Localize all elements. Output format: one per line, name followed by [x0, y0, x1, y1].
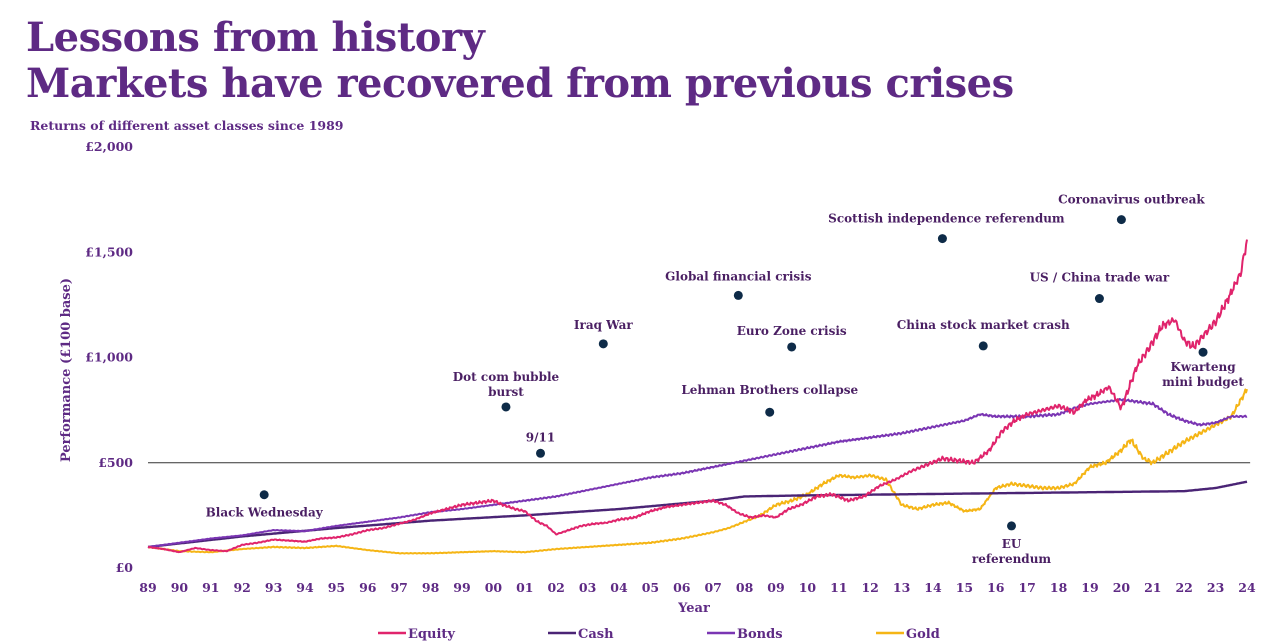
series-line-equity: [147, 239, 1248, 554]
legend-item-equity: Equity: [378, 627, 455, 642]
legend-label-gold: Gold: [906, 627, 940, 642]
event-label-black-wednesday: Black Wednesday: [206, 506, 324, 520]
event-label-dot-com-bubble-burst: Dot com bubble burst: [453, 370, 560, 399]
event-label-coronavirus-outbreak: Coronavirus outbreak: [1058, 193, 1205, 207]
x-tick-label: 13: [893, 580, 910, 595]
event-marker-euro-zone-crisis: [787, 342, 797, 352]
x-tick-label: 15: [956, 580, 973, 595]
event-label-scottish-independence-referendum: Scottish independence referendum: [828, 212, 1065, 226]
x-tick-label: 18: [1050, 580, 1068, 595]
y-tick-label: £2,000: [85, 139, 133, 154]
event-label-lehman-brothers-collapse: Lehman Brothers collapse: [681, 383, 858, 397]
x-tick-label: 11: [830, 580, 847, 595]
x-axis-ticks: 89 90 91 92 93 94 95 96 97 98 99 00 01 02 03 04 05 06 07 08…: [139, 580, 1256, 595]
series-layer: [147, 239, 1248, 555]
x-tick-label: 07: [704, 580, 721, 595]
event-label-eu-referendum: EU referendum: [972, 537, 1052, 566]
x-tick-label: 21: [1144, 580, 1161, 595]
event-label-iraq-war: Iraq War: [574, 318, 633, 332]
y-tick-label: £500: [98, 455, 133, 470]
x-tick-label: 05: [642, 580, 659, 595]
series-line-bonds: [147, 397, 1248, 548]
x-tick-label: 91: [202, 580, 219, 595]
x-tick-label: 23: [1207, 580, 1224, 595]
x-tick-label: 01: [516, 580, 533, 595]
event-marker-kwarteng-mini-budget: [1198, 347, 1208, 357]
event-label-china-stock-market-crash: China stock market crash: [897, 318, 1070, 332]
x-tick-label: 08: [736, 580, 754, 595]
x-tick-label: 97: [390, 580, 407, 595]
x-tick-label: 98: [422, 580, 440, 595]
y-axis-ticks: £0 £500 £1,000 £1,500 £2,000: [85, 139, 133, 575]
x-axis-label: Year: [677, 601, 710, 616]
x-tick-label: 89: [139, 580, 156, 595]
x-tick-label: 94: [296, 580, 314, 595]
x-tick-label: 95: [328, 580, 345, 595]
event-marker-eu-referendum: [1007, 521, 1016, 531]
x-tick-label: 96: [359, 580, 377, 595]
x-tick-label: 16: [987, 580, 1005, 595]
event-marker-lehman-brothers-collapse: [765, 407, 775, 417]
x-tick-label: 90: [171, 580, 189, 595]
x-tick-label: 12: [861, 580, 878, 595]
legend-item-gold: Gold: [876, 627, 940, 642]
x-tick-label: 17: [1018, 580, 1035, 595]
x-tick-label: 24: [1238, 580, 1256, 595]
x-tick-label: 06: [673, 580, 691, 595]
y-tick-label: £0: [116, 560, 134, 575]
y-tick-label: £1,500: [85, 244, 133, 259]
x-tick-label: 10: [799, 580, 817, 595]
event-marker-iraq-war: [598, 339, 608, 349]
x-tick-label: 93: [265, 580, 282, 595]
x-tick-label: 14: [924, 580, 942, 595]
legend-label-bonds: Bonds: [737, 627, 783, 642]
legend-item-bonds: Bonds: [707, 627, 783, 642]
event-label-9-11: 9/11: [526, 430, 555, 444]
series-line-gold: [147, 388, 1248, 555]
x-tick-label: 20: [1113, 580, 1131, 595]
x-tick-label: 09: [767, 580, 784, 595]
legend: Equity Cash Bonds Gold: [378, 627, 940, 642]
chart-subtitle: Returns of different asset classes since…: [30, 118, 344, 133]
x-tick-label: 04: [610, 580, 628, 595]
title-line-1: Lessons from history: [26, 14, 485, 61]
x-tick-label: 03: [579, 580, 596, 595]
x-tick-label: 99: [453, 580, 470, 595]
title-line-2: Markets have recovered from previous cri…: [26, 60, 1014, 107]
x-tick-label: 00: [485, 580, 503, 595]
legend-label-cash: Cash: [578, 627, 614, 642]
y-tick-label: £1,000: [85, 350, 133, 365]
event-marker-9-11: [536, 448, 545, 458]
event-marker-china-stock-market-crash: [978, 341, 988, 351]
event-markers: Black Wednesday 9/11 Dot com bubble burst Ir…: [206, 193, 1245, 566]
legend-label-equity: Equity: [408, 627, 455, 642]
event-marker-scottish-independence-referendum: [937, 234, 947, 244]
x-tick-label: 19: [1081, 580, 1098, 595]
event-label-global-financial-crisis: Global financial crisis: [665, 269, 812, 283]
event-marker-global-financial-crisis: [733, 290, 743, 300]
event-marker-us-china-trade-war: [1094, 294, 1104, 304]
event-label-us-china-trade-war: US / China trade war: [1030, 271, 1170, 285]
event-label-euro-zone-crisis: Euro Zone crisis: [737, 324, 847, 338]
x-tick-label: 02: [547, 580, 564, 595]
y-axis-label: Performance (£100 base): [59, 278, 74, 462]
event-marker-black-wednesday: [259, 490, 269, 500]
legend-item-cash: Cash: [548, 627, 614, 642]
x-tick-label: 92: [233, 580, 250, 595]
x-tick-label: 22: [1175, 580, 1192, 595]
event-marker-coronavirus-outbreak: [1116, 215, 1126, 225]
event-label-kwarteng-mini-budget: Kwarteng mini budget: [1162, 360, 1244, 389]
event-marker-dot-com-bubble-burst: [501, 402, 511, 412]
